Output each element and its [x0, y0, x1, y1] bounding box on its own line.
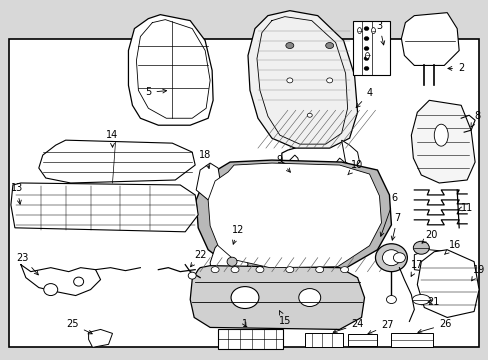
Text: 4: 4 [355, 88, 372, 108]
Polygon shape [329, 158, 351, 228]
Ellipse shape [306, 113, 312, 117]
Ellipse shape [74, 277, 83, 286]
Polygon shape [190, 266, 364, 329]
Polygon shape [208, 163, 381, 268]
Ellipse shape [325, 42, 333, 49]
Bar [352, 21, 389, 75]
Ellipse shape [340, 267, 348, 273]
Ellipse shape [365, 53, 369, 58]
Bar [9, 39, 478, 347]
Text: 21: 21 [426, 297, 439, 306]
Text: 15: 15 [278, 311, 290, 327]
Polygon shape [39, 140, 195, 183]
Text: 23: 23 [17, 253, 38, 275]
Ellipse shape [382, 250, 400, 266]
Polygon shape [341, 140, 359, 168]
Ellipse shape [315, 267, 323, 273]
Bar [304, 333, 342, 347]
Ellipse shape [411, 294, 429, 305]
Text: 16: 16 [444, 240, 460, 255]
Text: 6: 6 [380, 193, 397, 236]
Ellipse shape [363, 27, 368, 31]
Text: 25: 25 [66, 319, 92, 334]
Text: 14: 14 [106, 130, 119, 147]
Text: 10: 10 [347, 160, 363, 175]
Polygon shape [416, 250, 478, 318]
Ellipse shape [412, 241, 428, 254]
Ellipse shape [255, 267, 264, 273]
Ellipse shape [211, 267, 219, 273]
Text: 19: 19 [470, 265, 484, 281]
Polygon shape [410, 100, 474, 183]
Ellipse shape [326, 78, 332, 83]
Ellipse shape [230, 287, 259, 309]
Text: 17: 17 [410, 260, 423, 276]
Ellipse shape [363, 46, 368, 50]
Ellipse shape [363, 67, 368, 71]
Ellipse shape [393, 253, 405, 263]
Text: 18: 18 [199, 150, 211, 168]
Polygon shape [247, 11, 357, 148]
Text: 3: 3 [376, 21, 384, 45]
Ellipse shape [44, 284, 58, 296]
Bar [390, 333, 432, 347]
Text: 5: 5 [145, 87, 166, 97]
Ellipse shape [363, 37, 368, 41]
Polygon shape [11, 183, 198, 232]
Polygon shape [210, 238, 247, 285]
Polygon shape [196, 163, 222, 200]
Text: 27: 27 [367, 320, 393, 334]
Text: 1: 1 [242, 319, 247, 329]
Text: 2: 2 [447, 63, 463, 73]
Ellipse shape [188, 272, 196, 279]
Polygon shape [128, 15, 213, 125]
Ellipse shape [363, 57, 368, 60]
Ellipse shape [371, 28, 375, 33]
Polygon shape [196, 160, 390, 273]
Text: 11: 11 [457, 203, 472, 213]
Text: 26: 26 [417, 319, 450, 333]
Ellipse shape [230, 267, 239, 273]
Polygon shape [413, 250, 450, 273]
Polygon shape [285, 155, 305, 218]
Text: 12: 12 [231, 225, 244, 244]
Ellipse shape [285, 267, 293, 273]
Polygon shape [401, 13, 458, 66]
Ellipse shape [226, 257, 237, 266]
Ellipse shape [298, 289, 320, 306]
Bar [347, 334, 377, 346]
Text: 8: 8 [470, 111, 479, 127]
Bar [218, 329, 282, 349]
Text: 7: 7 [390, 213, 400, 240]
Ellipse shape [386, 296, 396, 303]
Text: 13: 13 [11, 183, 23, 204]
Ellipse shape [433, 124, 447, 146]
Ellipse shape [375, 244, 407, 272]
Ellipse shape [286, 78, 292, 83]
Text: 22: 22 [190, 250, 206, 267]
Polygon shape [88, 329, 112, 347]
Text: 20: 20 [421, 230, 437, 243]
Text: 24: 24 [332, 319, 363, 333]
Text: 9: 9 [276, 155, 290, 172]
Ellipse shape [357, 28, 361, 33]
Ellipse shape [285, 42, 293, 49]
